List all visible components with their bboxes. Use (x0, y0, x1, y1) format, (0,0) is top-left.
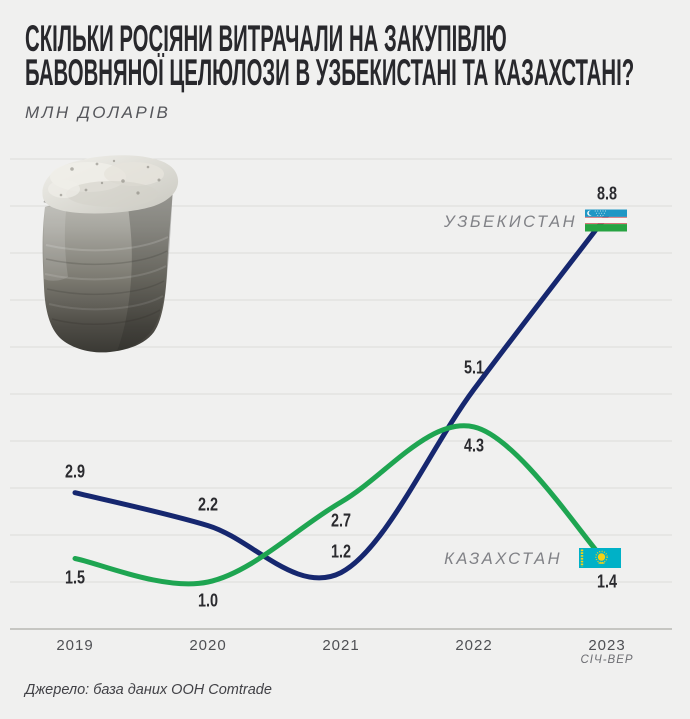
series-label-kazakhstan: КАЗАХСТАН (444, 550, 562, 568)
value-label-2023: 8.8 (596, 183, 618, 204)
uzbekistan-flag-icon (585, 209, 627, 232)
value-label-2022: 5.1 (463, 357, 485, 378)
value-label-2021: 2.7 (330, 510, 352, 531)
value-label-2019: 2.9 (64, 461, 86, 482)
value-label-2023: 1.4 (596, 571, 618, 592)
title-line-2: БАВОВНЯНОЇ ЦЕЛЮЛОЗИ В УЗБЕКИСТАНІ ТА КАЗ… (25, 52, 635, 93)
chart-series-lines (72, 212, 610, 587)
x-tick-2020: 2020 (189, 637, 227, 654)
units-subtitle: МЛН ДОЛАРІВ (25, 103, 171, 122)
value-label-2022: 4.3 (463, 435, 485, 456)
x-tick-2022: 2022 (455, 637, 493, 654)
x-tick-2019: 2019 (56, 637, 94, 654)
value-label-2020: 1.0 (197, 590, 219, 611)
x-axis-period-note: СІЧ-ВЕР (580, 654, 634, 666)
x-tick-2023: 2023 (588, 637, 626, 654)
cotton-pulp-bale-image (42, 155, 179, 353)
value-label-2020: 2.2 (197, 494, 219, 515)
source-attribution: Джерело: база даних ООН Comtrade (25, 682, 272, 698)
line-узбекистан (72, 212, 610, 581)
kazakhstan-flag-icon (579, 548, 621, 568)
line-казахстан (72, 423, 610, 587)
series-label-uzbekistan: УЗБЕКИСТАН (444, 213, 577, 231)
x-tick-2021: 2021 (322, 637, 360, 654)
page-title: СКІЛЬКИ РОСІЯНИ ВИТРАЧАЛИ НА ЗАКУПІВЛЮ Б… (25, 18, 635, 93)
value-label-2021: 1.2 (330, 541, 352, 562)
value-label-2019: 1.5 (64, 567, 86, 587)
title-line-1: СКІЛЬКИ РОСІЯНИ ВИТРАЧАЛИ НА ЗАКУПІВЛЮ (25, 18, 507, 59)
